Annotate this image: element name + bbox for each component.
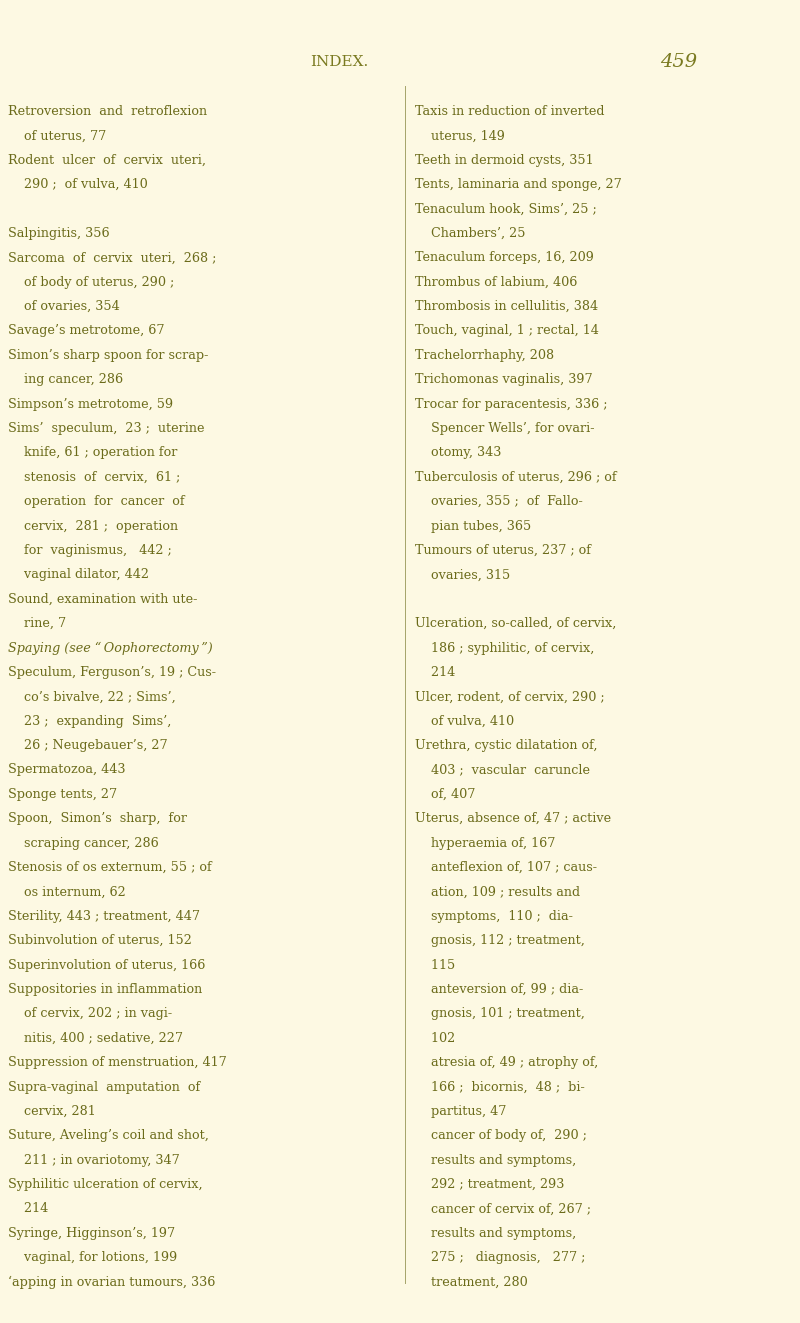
Text: Trachelorrhaphy, 208: Trachelorrhaphy, 208 (415, 349, 554, 363)
Text: Tuberculosis of uterus, 296 ; of: Tuberculosis of uterus, 296 ; of (415, 471, 617, 484)
Text: 26 ; Neugebauer’s, 27: 26 ; Neugebauer’s, 27 (8, 740, 168, 751)
Text: Spaying (see “ Oophorectomy ”): Spaying (see “ Oophorectomy ”) (8, 642, 213, 655)
Text: gnosis, 112 ; treatment,: gnosis, 112 ; treatment, (415, 934, 585, 947)
Text: vaginal, for lotions, 199: vaginal, for lotions, 199 (8, 1252, 178, 1265)
Text: 186 ; syphilitic, of cervix,: 186 ; syphilitic, of cervix, (415, 642, 594, 655)
Text: cancer of body of,  290 ;: cancer of body of, 290 ; (415, 1130, 587, 1142)
Text: otomy, 343: otomy, 343 (415, 446, 502, 459)
Text: Thrombosis in cellulitis, 384: Thrombosis in cellulitis, 384 (415, 300, 598, 314)
Text: 459: 459 (660, 53, 697, 71)
Text: Sterility, 443 ; treatment, 447: Sterility, 443 ; treatment, 447 (8, 910, 200, 923)
Text: Trocar for paracentesis, 336 ;: Trocar for paracentesis, 336 ; (415, 398, 607, 410)
Text: Stenosis of os externum, 55 ; of: Stenosis of os externum, 55 ; of (8, 861, 212, 875)
Text: knife, 61 ; operation for: knife, 61 ; operation for (8, 446, 178, 459)
Text: gnosis, 101 ; treatment,: gnosis, 101 ; treatment, (415, 1007, 585, 1020)
Text: Ulceration, so-called, of cervix,: Ulceration, so-called, of cervix, (415, 617, 616, 630)
Text: os internum, 62: os internum, 62 (8, 885, 126, 898)
Text: 23 ;  expanding  Sims’,: 23 ; expanding Sims’, (8, 714, 171, 728)
Text: ovaries, 355 ;  of  Fallo-: ovaries, 355 ; of Fallo- (415, 495, 582, 508)
Text: Superinvolution of uterus, 166: Superinvolution of uterus, 166 (8, 959, 206, 971)
Text: 166 ;  bicornis,  48 ;  bi-: 166 ; bicornis, 48 ; bi- (415, 1081, 585, 1094)
Text: Spermatozoa, 443: Spermatozoa, 443 (8, 763, 126, 777)
Text: Sound, examination with ute-: Sound, examination with ute- (8, 593, 198, 606)
Text: Speculum, Ferguson’s, 19 ; Cus-: Speculum, Ferguson’s, 19 ; Cus- (8, 665, 216, 679)
Text: 115: 115 (415, 959, 455, 971)
Text: Subinvolution of uterus, 152: Subinvolution of uterus, 152 (8, 934, 192, 947)
Text: Sarcoma  of  cervix  uteri,  268 ;: Sarcoma of cervix uteri, 268 ; (8, 251, 216, 265)
Text: ‘apping in ovarian tumours, 336: ‘apping in ovarian tumours, 336 (8, 1275, 215, 1289)
Text: co’s bivalve, 22 ; Sims’,: co’s bivalve, 22 ; Sims’, (8, 691, 176, 704)
Text: Tents, laminaria and sponge, 27: Tents, laminaria and sponge, 27 (415, 179, 622, 191)
Text: of body of uterus, 290 ;: of body of uterus, 290 ; (8, 275, 174, 288)
Text: 292 ; treatment, 293: 292 ; treatment, 293 (415, 1177, 564, 1191)
Text: 211 ; in ovariotomy, 347: 211 ; in ovariotomy, 347 (8, 1154, 180, 1167)
Text: partitus, 47: partitus, 47 (415, 1105, 506, 1118)
Text: Ulcer, rodent, of cervix, 290 ;: Ulcer, rodent, of cervix, 290 ; (415, 691, 605, 704)
Text: Salpingitis, 356: Salpingitis, 356 (8, 228, 110, 239)
Text: Simpson’s metrotome, 59: Simpson’s metrotome, 59 (8, 398, 173, 410)
Text: Suppositories in inflammation: Suppositories in inflammation (8, 983, 202, 996)
Text: anteflexion of, 107 ; caus-: anteflexion of, 107 ; caus- (415, 861, 597, 875)
Text: atresia of, 49 ; atrophy of,: atresia of, 49 ; atrophy of, (415, 1056, 598, 1069)
Text: hyperaemia of, 167: hyperaemia of, 167 (415, 836, 555, 849)
Text: 214: 214 (8, 1203, 48, 1216)
Text: Touch, vaginal, 1 ; rectal, 14: Touch, vaginal, 1 ; rectal, 14 (415, 324, 599, 337)
Text: of, 407: of, 407 (415, 789, 475, 800)
Text: cervix, 281: cervix, 281 (8, 1105, 96, 1118)
Text: 275 ;   diagnosis,   277 ;: 275 ; diagnosis, 277 ; (415, 1252, 586, 1265)
Text: Suppression of menstruation, 417: Suppression of menstruation, 417 (8, 1056, 226, 1069)
Text: ovaries, 315: ovaries, 315 (415, 569, 510, 581)
Text: treatment, 280: treatment, 280 (415, 1275, 528, 1289)
Text: Supra-vaginal  amputation  of: Supra-vaginal amputation of (8, 1081, 200, 1094)
Text: operation  for  cancer  of: operation for cancer of (8, 495, 185, 508)
Text: Sims’  speculum,  23 ;  uterine: Sims’ speculum, 23 ; uterine (8, 422, 205, 435)
Text: Uterus, absence of, 47 ; active: Uterus, absence of, 47 ; active (415, 812, 611, 826)
Text: ing cancer, 286: ing cancer, 286 (8, 373, 123, 386)
Text: ation, 109 ; results and: ation, 109 ; results and (415, 885, 580, 898)
Text: uterus, 149: uterus, 149 (415, 130, 505, 143)
Text: Tumours of uterus, 237 ; of: Tumours of uterus, 237 ; of (415, 544, 591, 557)
Text: Syringe, Higginson’s, 197: Syringe, Higginson’s, 197 (8, 1226, 175, 1240)
Text: Chambers’, 25: Chambers’, 25 (415, 228, 526, 239)
Text: Teeth in dermoid cysts, 351: Teeth in dermoid cysts, 351 (415, 153, 594, 167)
Text: 102: 102 (415, 1032, 455, 1045)
Text: of cervix, 202 ; in vagi-: of cervix, 202 ; in vagi- (8, 1007, 172, 1020)
Text: symptoms,  110 ;  dia-: symptoms, 110 ; dia- (415, 910, 573, 923)
Text: Retroversion  and  retroflexion: Retroversion and retroflexion (8, 105, 207, 118)
Text: anteversion of, 99 ; dia-: anteversion of, 99 ; dia- (415, 983, 583, 996)
Text: cervix,  281 ;  operation: cervix, 281 ; operation (8, 520, 178, 533)
Text: results and symptoms,: results and symptoms, (415, 1154, 576, 1167)
Text: INDEX.: INDEX. (310, 56, 368, 69)
Text: nitis, 400 ; sedative, 227: nitis, 400 ; sedative, 227 (8, 1032, 183, 1045)
Text: of ovaries, 354: of ovaries, 354 (8, 300, 120, 314)
Text: rine, 7: rine, 7 (8, 617, 66, 630)
Text: Syphilitic ulceration of cervix,: Syphilitic ulceration of cervix, (8, 1177, 202, 1191)
Text: of uterus, 77: of uterus, 77 (8, 130, 106, 143)
Text: Tenaculum hook, Sims’, 25 ;: Tenaculum hook, Sims’, 25 ; (415, 202, 597, 216)
Text: results and symptoms,: results and symptoms, (415, 1226, 576, 1240)
Text: Savage’s metrotome, 67: Savage’s metrotome, 67 (8, 324, 165, 337)
Text: for  vaginismus,   442 ;: for vaginismus, 442 ; (8, 544, 172, 557)
Text: Taxis in reduction of inverted: Taxis in reduction of inverted (415, 105, 605, 118)
Text: Tenaculum forceps, 16, 209: Tenaculum forceps, 16, 209 (415, 251, 594, 265)
Text: scraping cancer, 286: scraping cancer, 286 (8, 836, 158, 849)
Text: Thrombus of labium, 406: Thrombus of labium, 406 (415, 275, 578, 288)
Text: pian tubes, 365: pian tubes, 365 (415, 520, 531, 533)
Text: Trichomonas vaginalis, 397: Trichomonas vaginalis, 397 (415, 373, 593, 386)
Text: vaginal dilator, 442: vaginal dilator, 442 (8, 569, 149, 581)
Text: Rodent  ulcer  of  cervix  uteri,: Rodent ulcer of cervix uteri, (8, 153, 206, 167)
Text: Sponge tents, 27: Sponge tents, 27 (8, 789, 117, 800)
Text: stenosis  of  cervix,  61 ;: stenosis of cervix, 61 ; (8, 471, 180, 484)
Text: Simon’s sharp spoon for scrap-: Simon’s sharp spoon for scrap- (8, 349, 208, 363)
Text: Suture, Aveling’s coil and shot,: Suture, Aveling’s coil and shot, (8, 1130, 209, 1142)
Text: 290 ;  of vulva, 410: 290 ; of vulva, 410 (8, 179, 148, 191)
Text: Spoon,  Simon’s  sharp,  for: Spoon, Simon’s sharp, for (8, 812, 187, 826)
Text: 403 ;  vascular  caruncle: 403 ; vascular caruncle (415, 763, 590, 777)
Text: Spencer Wells’, for ovari-: Spencer Wells’, for ovari- (415, 422, 594, 435)
Text: cancer of cervix of, 267 ;: cancer of cervix of, 267 ; (415, 1203, 591, 1216)
Text: Urethra, cystic dilatation of,: Urethra, cystic dilatation of, (415, 740, 598, 751)
Text: of vulva, 410: of vulva, 410 (415, 714, 514, 728)
Text: 214: 214 (415, 665, 455, 679)
